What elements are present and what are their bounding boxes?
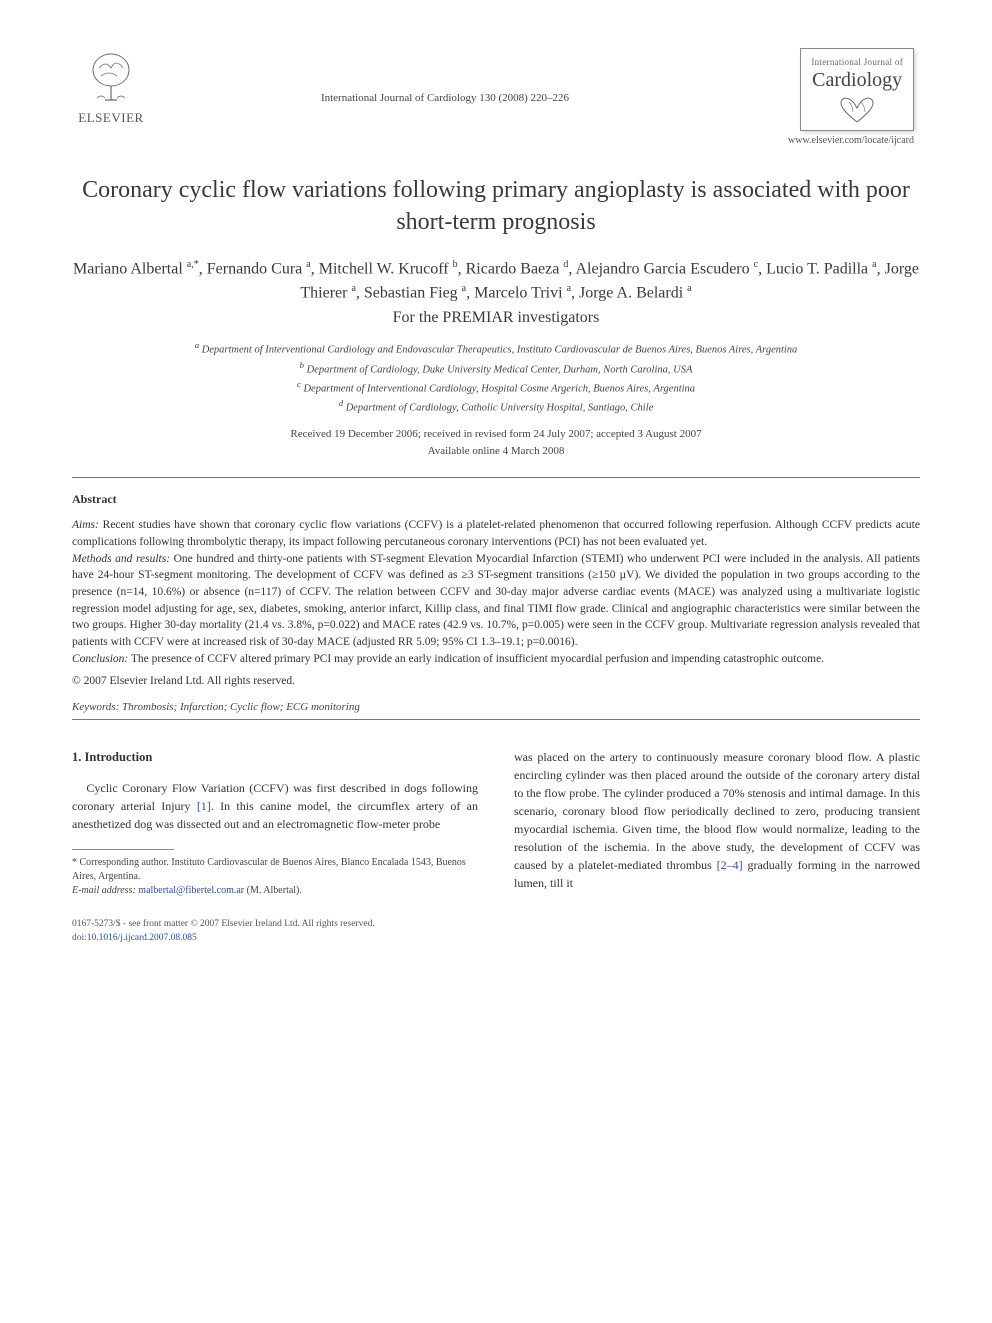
journal-logo-main: Cardiology [811, 69, 903, 92]
section-heading-intro: 1. Introduction [72, 748, 478, 767]
abstract-heading: Abstract [72, 492, 920, 507]
rule-top [72, 477, 920, 478]
author-list: Mariano Albertal a,*, Fernando Cura a, M… [72, 257, 920, 306]
article-dates: Received 19 December 2006; received in r… [72, 426, 920, 459]
publisher-name: ELSEVIER [72, 110, 150, 126]
journal-url: www.elsevier.com/locate/ijcard [740, 135, 914, 146]
doi-label: doi: [72, 933, 87, 943]
journal-logo-block: International Journal of Cardiology www.… [740, 48, 920, 146]
aims-text: Recent studies have shown that coronary … [72, 519, 920, 548]
journal-logo-top: International Journal of [811, 57, 903, 67]
column-right: was placed on the artery to continuously… [514, 748, 920, 898]
aims-label: Aims: [72, 519, 99, 531]
investigator-group: For the PREMIAR investigators [72, 309, 920, 327]
heart-icon [837, 96, 877, 124]
journal-logo-box: International Journal of Cardiology [800, 48, 914, 131]
affiliation-c: c Department of Interventional Cardiolog… [72, 378, 920, 397]
footnote-rule [72, 849, 174, 850]
ref-link-1[interactable]: [1] [197, 799, 211, 813]
email-link[interactable]: malbertal@fibertel.com.ar [138, 885, 244, 896]
ref-link-2-4[interactable]: [2–4] [717, 858, 743, 872]
publisher-logo: ELSEVIER [72, 48, 150, 126]
online-date: Available online 4 March 2008 [72, 443, 920, 460]
conclusion-label: Conclusion: [72, 653, 128, 665]
received-dates: Received 19 December 2006; received in r… [72, 426, 920, 443]
journal-reference: International Journal of Cardiology 130 … [150, 48, 740, 104]
affiliation-b: b Department of Cardiology, Duke Univers… [72, 359, 920, 378]
body-columns: 1. Introduction Cyclic Coronary Flow Var… [72, 748, 920, 898]
methods-label: Methods and results: [72, 553, 170, 565]
page-footer: 0167-5273/$ - see front matter © 2007 El… [72, 918, 920, 945]
article-title: Coronary cyclic flow variations followin… [72, 174, 920, 239]
abstract-body: Aims: Recent studies have shown that cor… [72, 517, 920, 667]
abstract-copyright: © 2007 Elsevier Ireland Ltd. All rights … [72, 675, 920, 687]
rule-bottom [72, 719, 920, 720]
keywords-text: Thrombosis; Infarction; Cyclic flow; ECG… [119, 701, 360, 713]
conclusion-text: The presence of CCFV altered primary PCI… [128, 653, 824, 665]
keywords-label: Keywords: [72, 701, 119, 713]
page-header: ELSEVIER International Journal of Cardio… [72, 48, 920, 146]
email-note: E-mail address: malbertal@fibertel.com.a… [72, 884, 478, 898]
affiliations: a Department of Interventional Cardiolog… [72, 339, 920, 416]
methods-text: One hundred and thirty-one patients with… [72, 553, 920, 648]
affiliation-d: d Department of Cardiology, Catholic Uni… [72, 397, 920, 416]
keywords: Keywords: Thrombosis; Infarction; Cyclic… [72, 701, 920, 713]
intro-para-left: Cyclic Coronary Flow Variation (CCFV) wa… [72, 779, 478, 833]
elsevier-tree-icon [81, 48, 141, 108]
intro-para-right: was placed on the artery to continuously… [514, 748, 920, 892]
doi-link[interactable]: 10.1016/j.ijcard.2007.08.085 [87, 933, 197, 943]
column-left: 1. Introduction Cyclic Coronary Flow Var… [72, 748, 478, 898]
corresponding-author-note: * Corresponding author. Instituto Cardio… [72, 856, 478, 884]
front-matter: 0167-5273/$ - see front matter © 2007 El… [72, 919, 375, 929]
affiliation-a: a Department of Interventional Cardiolog… [72, 339, 920, 358]
